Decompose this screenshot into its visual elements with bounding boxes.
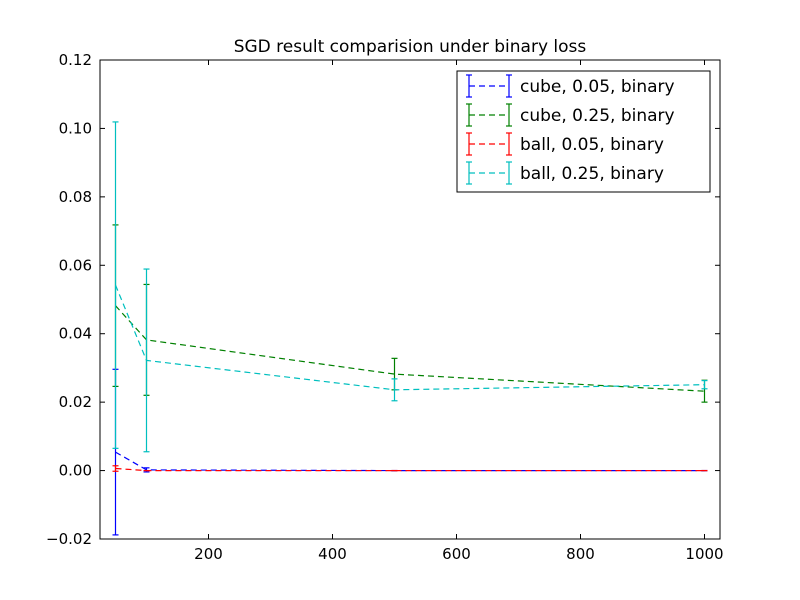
legend-item-1: cube, 0.25, binary xyxy=(466,103,675,127)
x-tick-label: 200 xyxy=(194,545,223,563)
y-tick-label: 0.12 xyxy=(59,51,92,69)
x-tick-label: 600 xyxy=(442,545,471,563)
legend-item-2: ball, 0.05, binary xyxy=(466,132,664,156)
y-tick-label: 0.04 xyxy=(59,325,92,343)
legend-label: ball, 0.05, binary xyxy=(520,135,664,155)
x-tick-label: 400 xyxy=(318,545,347,563)
error-bar xyxy=(143,467,150,473)
legend: cube, 0.05, binary cube, 0.25, binary ball… xyxy=(456,70,711,193)
plot-area xyxy=(112,121,708,536)
y-tick-label: 0.02 xyxy=(59,393,92,411)
legend-item-0: cube, 0.05, binary xyxy=(466,74,675,98)
series-1 xyxy=(112,224,708,403)
chart-title: SGD result comparision under binary loss xyxy=(234,37,587,57)
legend-label: ball, 0.25, binary xyxy=(520,164,664,184)
error-bar xyxy=(391,378,398,402)
y-tick-label: 0.00 xyxy=(59,462,92,480)
series-line-3 xyxy=(114,284,705,391)
axes: 200 400 600 800 1000 −0.02 0.00 0.02 0.04 0.06 0.0… xyxy=(46,51,724,563)
series-2 xyxy=(112,465,708,472)
x-tick-label: 800 xyxy=(566,545,595,563)
error-bar xyxy=(701,379,708,390)
x-tick-label: 1000 xyxy=(685,545,723,563)
legend-label: cube, 0.05, binary xyxy=(520,77,675,97)
series-3 xyxy=(112,121,708,453)
legend-item-3: ball, 0.25, binary xyxy=(466,161,664,185)
error-bar xyxy=(112,465,119,472)
legend-box xyxy=(456,70,711,193)
legend-label: cube, 0.25, binary xyxy=(520,106,675,126)
y-tick-label: 0.06 xyxy=(59,256,92,274)
series-line-1 xyxy=(115,305,705,392)
y-tick-label: 0.08 xyxy=(59,188,92,206)
axes-frame xyxy=(99,59,721,540)
error-bar xyxy=(143,268,150,453)
error-bar xyxy=(112,121,119,449)
series-0 xyxy=(112,368,708,536)
series-line-2 xyxy=(115,467,705,472)
y-tick-label: 0.10 xyxy=(59,119,92,137)
y-tick-label: −0.02 xyxy=(46,530,92,548)
series-line-0 xyxy=(115,451,705,472)
